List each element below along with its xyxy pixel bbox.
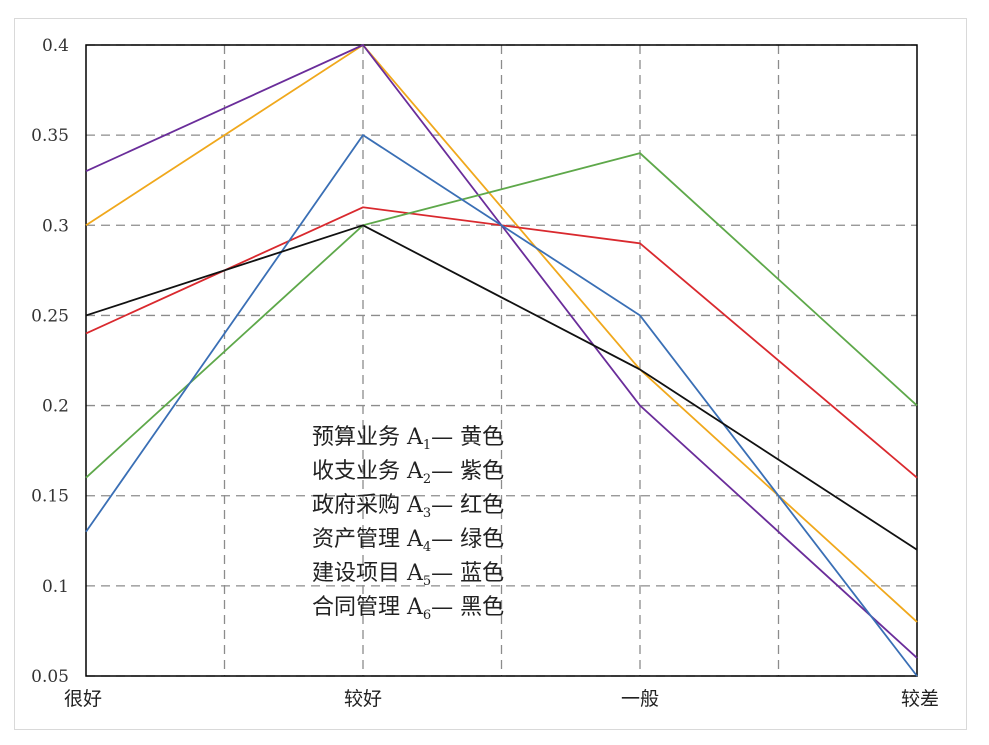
legend-text: 合同管理 A6— 黑色 [312,595,504,623]
series-line-6 [85,224,918,551]
legend-entry: 建设项目 A5— 蓝色 [312,561,504,589]
legend-text: 政府采购 A3— 红色 [312,493,504,521]
legend-subscript: 6 [423,608,431,623]
legend-subscript: 5 [423,574,431,589]
legend-color-name: 紫色 [460,459,504,484]
legend-text: 预算业务 A1— 黄色 [312,425,504,453]
legend-series-name: 收支业务 [312,459,407,484]
legend-entry: 预算业务 A1— 黄色 [312,425,504,453]
legend-code: A [406,527,424,552]
series-line-5 [85,133,918,677]
x-category-label: 很好 [64,688,102,710]
legend-separator: — [431,561,460,586]
legend-separator: — [431,527,460,552]
legend-color-name: 红色 [460,493,504,518]
legend-separator: — [431,459,460,484]
y-tick-label: 0.3 [42,216,69,236]
legend-separator: — [431,595,460,620]
legend-series-name: 资产管理 [312,527,407,552]
legend-series-name: 预算业务 [312,425,407,450]
legend-subscript: 4 [423,540,431,555]
x-category-label: 较好 [344,688,382,710]
y-tick-label: 0.05 [31,667,69,687]
legend-separator: — [431,425,460,450]
plot-border [85,44,918,677]
y-tick-label: 0.15 [31,487,69,507]
legend-code: A [406,493,424,518]
legend-series-name: 政府采购 [312,493,407,518]
legend-text: 资产管理 A4— 绿色 [312,527,504,555]
y-tick-label: 0.4 [42,36,69,56]
legend-entry: 合同管理 A6— 黑色 [312,595,504,623]
legend-color-name: 黑色 [460,595,504,620]
x-category-label: 较差 [901,688,939,710]
legend-text: 收支业务 A2— 紫色 [312,459,504,487]
y-tick-label: 0.25 [31,306,69,326]
legend-series-name: 建设项目 [312,561,407,586]
legend-color-name: 黄色 [460,425,504,450]
legend-subscript: 2 [423,472,431,487]
legend-code: A [406,425,424,450]
legend-color-name: 蓝色 [460,561,504,586]
legend-separator: — [431,493,460,518]
series-line-4 [85,152,918,479]
legend-series-name: 合同管理 [312,595,407,620]
legend-entry: 政府采购 A3— 红色 [312,493,504,521]
y-tick-label: 0.2 [42,397,69,417]
legend-code: A [406,561,424,586]
legend-subscript: 3 [423,506,431,521]
legend-subscript: 1 [423,438,431,453]
legend-color-name: 绿色 [460,527,504,552]
legend-code: A [406,459,424,484]
x-category-label: 一般 [621,688,659,710]
legend-entry: 资产管理 A4— 绿色 [312,527,504,555]
legend-entry: 收支业务 A2— 紫色 [312,459,504,487]
legend-code: A [406,595,424,620]
y-tick-label: 0.35 [31,126,69,146]
y-tick-label: 0.1 [42,577,69,597]
legend-text: 建设项目 A5— 蓝色 [312,561,504,589]
